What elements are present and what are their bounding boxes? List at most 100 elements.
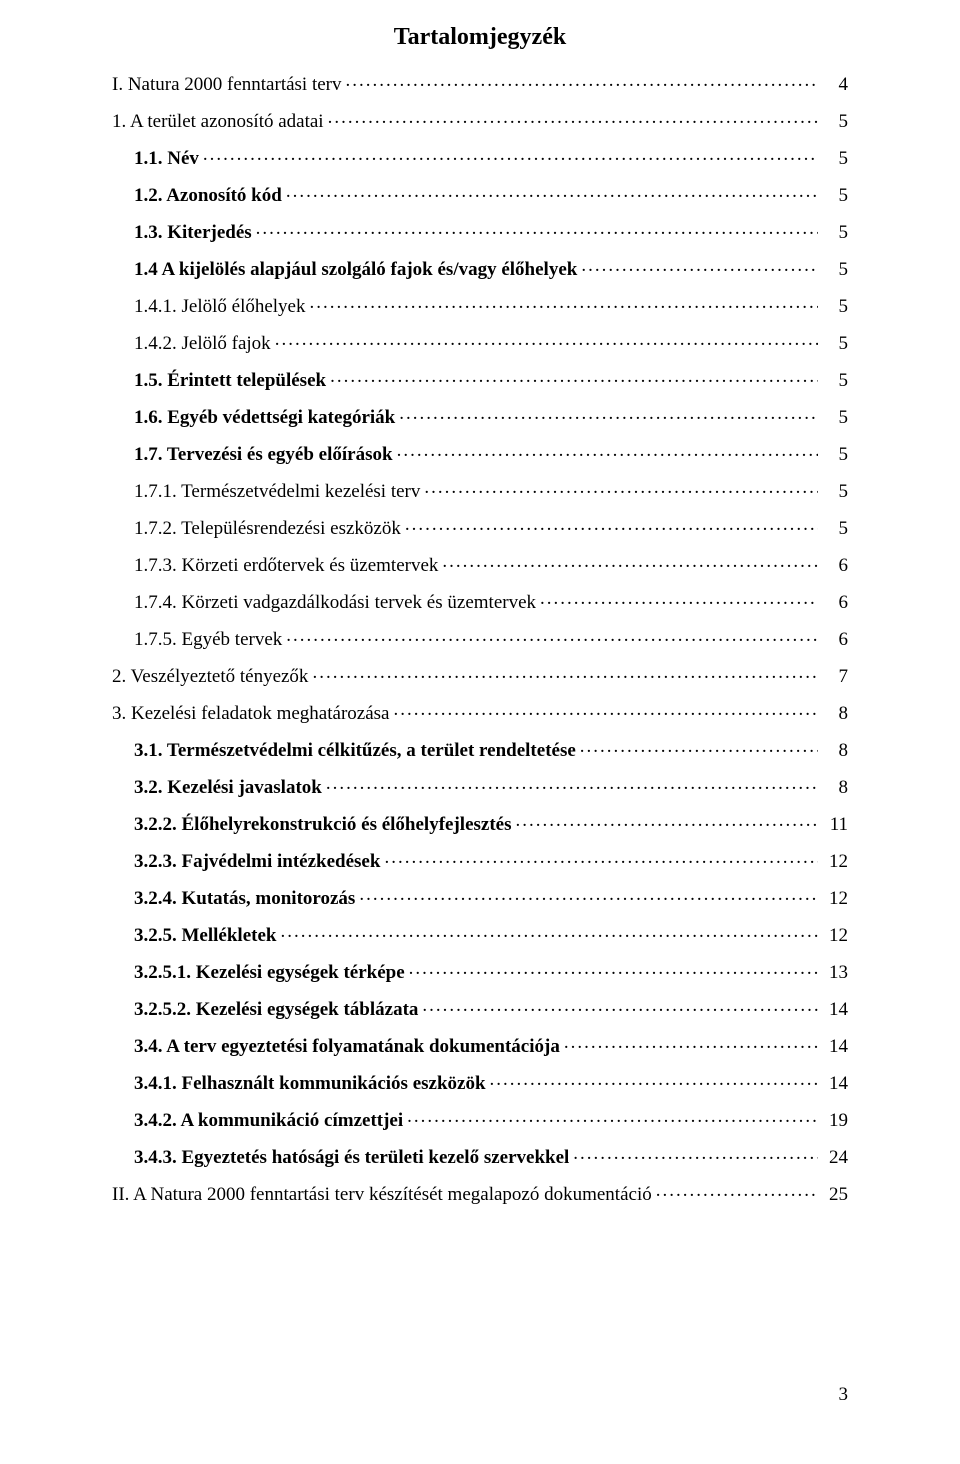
toc-page: 6 [818, 630, 848, 649]
toc-page: 12 [818, 852, 848, 871]
toc-page: 5 [818, 445, 848, 464]
toc-label: 1.1. Név [134, 149, 203, 168]
toc-page: 12 [818, 926, 848, 945]
page: Tartalomjegyzék I. Natura 2000 fenntartá… [0, 0, 960, 1464]
toc-row: 1.7.3. Körzeti erdőtervek és üzemtervek6 [112, 552, 848, 575]
toc-page: 5 [818, 223, 848, 242]
toc-page: 4 [818, 75, 848, 94]
toc-page: 5 [818, 482, 848, 501]
toc-row: 3.2.5.1. Kezelési egységek térképe 13 [112, 959, 848, 982]
toc-page: 14 [818, 1037, 848, 1056]
toc-page: 5 [818, 297, 848, 316]
toc-label: 1.7.4. Körzeti vadgazdálkodási tervek és… [134, 593, 540, 612]
toc-leader [393, 700, 818, 719]
toc-row: 1.7.2. Településrendezési eszközök 5 [112, 515, 848, 538]
toc-label: 2. Veszélyeztető tényezők [112, 667, 312, 686]
toc-leader [286, 626, 818, 645]
toc-page: 5 [818, 334, 848, 353]
toc-label: 1.7.3. Körzeti erdőtervek és üzemtervek [134, 556, 442, 575]
toc-row: 3. Kezelési feladatok meghatározása 8 [112, 700, 848, 723]
toc-label: 1.3. Kiterjedés [134, 223, 256, 242]
toc-leader [256, 219, 818, 238]
toc-row: 1.7.5. Egyéb tervek 6 [112, 626, 848, 649]
toc-leader [580, 737, 818, 756]
toc-page: 14 [818, 1074, 848, 1093]
toc-label: 3.4.2. A kommunikáció címzettjei [134, 1111, 407, 1130]
toc-row: 1.3. Kiterjedés 5 [112, 219, 848, 242]
toc-page: 5 [818, 519, 848, 538]
toc-row: 2. Veszélyeztető tényezők7 [112, 663, 848, 686]
page-title: Tartalomjegyzék [112, 24, 848, 51]
toc-leader [422, 996, 818, 1015]
toc-label: 3. Kezelési feladatok meghatározása [112, 704, 393, 723]
toc-label: 1.7. Tervezési és egyéb előírások [134, 445, 397, 464]
toc-leader [564, 1033, 818, 1052]
toc-page: 24 [818, 1148, 848, 1167]
toc-row: 3.2.5.2. Kezelési egységek táblázata 14 [112, 996, 848, 1019]
toc-leader [326, 774, 818, 793]
toc-row: 3.2.3. Fajvédelmi intézkedések12 [112, 848, 848, 871]
toc-leader [330, 367, 818, 386]
toc-page: 13 [818, 963, 848, 982]
toc-row: 3.4.1. Felhasznált kommunikációs eszközö… [112, 1070, 848, 1093]
toc-label: 3.4.3. Egyeztetés hatósági és területi k… [134, 1148, 573, 1167]
toc-page: 8 [818, 704, 848, 723]
toc-row: 3.4.2. A kommunikáció címzettjei19 [112, 1107, 848, 1130]
toc-leader [280, 922, 818, 941]
toc-leader [286, 182, 818, 201]
toc-page: 5 [818, 371, 848, 390]
toc-row: 1.7. Tervezési és egyéb előírások 5 [112, 441, 848, 464]
table-of-contents: I. Natura 2000 fenntartási terv 4 1. A ter… [112, 71, 848, 1204]
toc-page: 6 [818, 593, 848, 612]
toc-row: 1.5. Érintett települések 5 [112, 367, 848, 390]
toc-leader [359, 885, 818, 904]
toc-row: 1.7.4. Körzeti vadgazdálkodási tervek és… [112, 589, 848, 612]
toc-leader [346, 71, 819, 90]
toc-leader [203, 145, 818, 164]
toc-leader [581, 256, 818, 275]
toc-page: 8 [818, 741, 848, 760]
toc-page: 14 [818, 1000, 848, 1019]
toc-label: 1.7.2. Településrendezési eszközök [134, 519, 405, 538]
toc-row: 3.2.5. Mellékletek12 [112, 922, 848, 945]
toc-leader [656, 1181, 818, 1200]
toc-page: 12 [818, 889, 848, 908]
toc-label: 1.6. Egyéb védettségi kategóriák [134, 408, 399, 427]
toc-label: 3.2.4. Kutatás, monitorozás [134, 889, 359, 908]
toc-page: 5 [818, 186, 848, 205]
toc-row: 3.2.2. Élőhelyrekonstrukció és élőhelyfe… [112, 811, 848, 834]
toc-page: 8 [818, 778, 848, 797]
toc-label: 3.2.5.1. Kezelési egységek térképe [134, 963, 409, 982]
toc-row: 3.2. Kezelési javaslatok8 [112, 774, 848, 797]
toc-leader [275, 330, 818, 349]
toc-page: 5 [818, 112, 848, 131]
toc-leader [516, 811, 819, 830]
toc-label: 3.4. A terv egyeztetési folyamatának dok… [134, 1037, 564, 1056]
toc-label: 1.7.5. Egyéb tervek [134, 630, 286, 649]
toc-label: 1.4 A kijelölés alapjául szolgáló fajok … [134, 260, 581, 279]
toc-leader [407, 1107, 818, 1126]
toc-page: 11 [818, 815, 848, 834]
toc-row: 3.4.3. Egyeztetés hatósági és területi k… [112, 1144, 848, 1167]
toc-page: 25 [818, 1185, 848, 1204]
toc-row: I. Natura 2000 fenntartási terv 4 [112, 71, 848, 94]
toc-page: 5 [818, 408, 848, 427]
toc-row: 1. A terület azonosító adatai5 [112, 108, 848, 131]
toc-label: 1.4.1. Jelölő élőhelyek [134, 297, 310, 316]
toc-leader [424, 478, 818, 497]
toc-leader [397, 441, 818, 460]
toc-row: 1.4 A kijelölés alapjául szolgáló fajok … [112, 256, 848, 279]
toc-leader [490, 1070, 818, 1089]
toc-label: 3.2.5.2. Kezelési egységek táblázata [134, 1000, 422, 1019]
toc-label: 3.4.1. Felhasznált kommunikációs eszközö… [134, 1074, 490, 1093]
page-number: 3 [839, 1384, 849, 1406]
toc-label: 1.5. Érintett települések [134, 371, 330, 390]
toc-row: 3.4. A terv egyeztetési folyamatának dok… [112, 1033, 848, 1056]
toc-leader [573, 1144, 818, 1163]
toc-row: II. A Natura 2000 fenntartási terv készí… [112, 1181, 848, 1204]
toc-row: 3.1. Természetvédelmi célkitűzés, a terü… [112, 737, 848, 760]
toc-page: 5 [818, 149, 848, 168]
toc-label: 3.1. Természetvédelmi célkitűzés, a terü… [134, 741, 580, 760]
toc-label: I. Natura 2000 fenntartási terv [112, 75, 346, 94]
toc-row: 1.7.1. Természetvédelmi kezelési terv5 [112, 478, 848, 501]
